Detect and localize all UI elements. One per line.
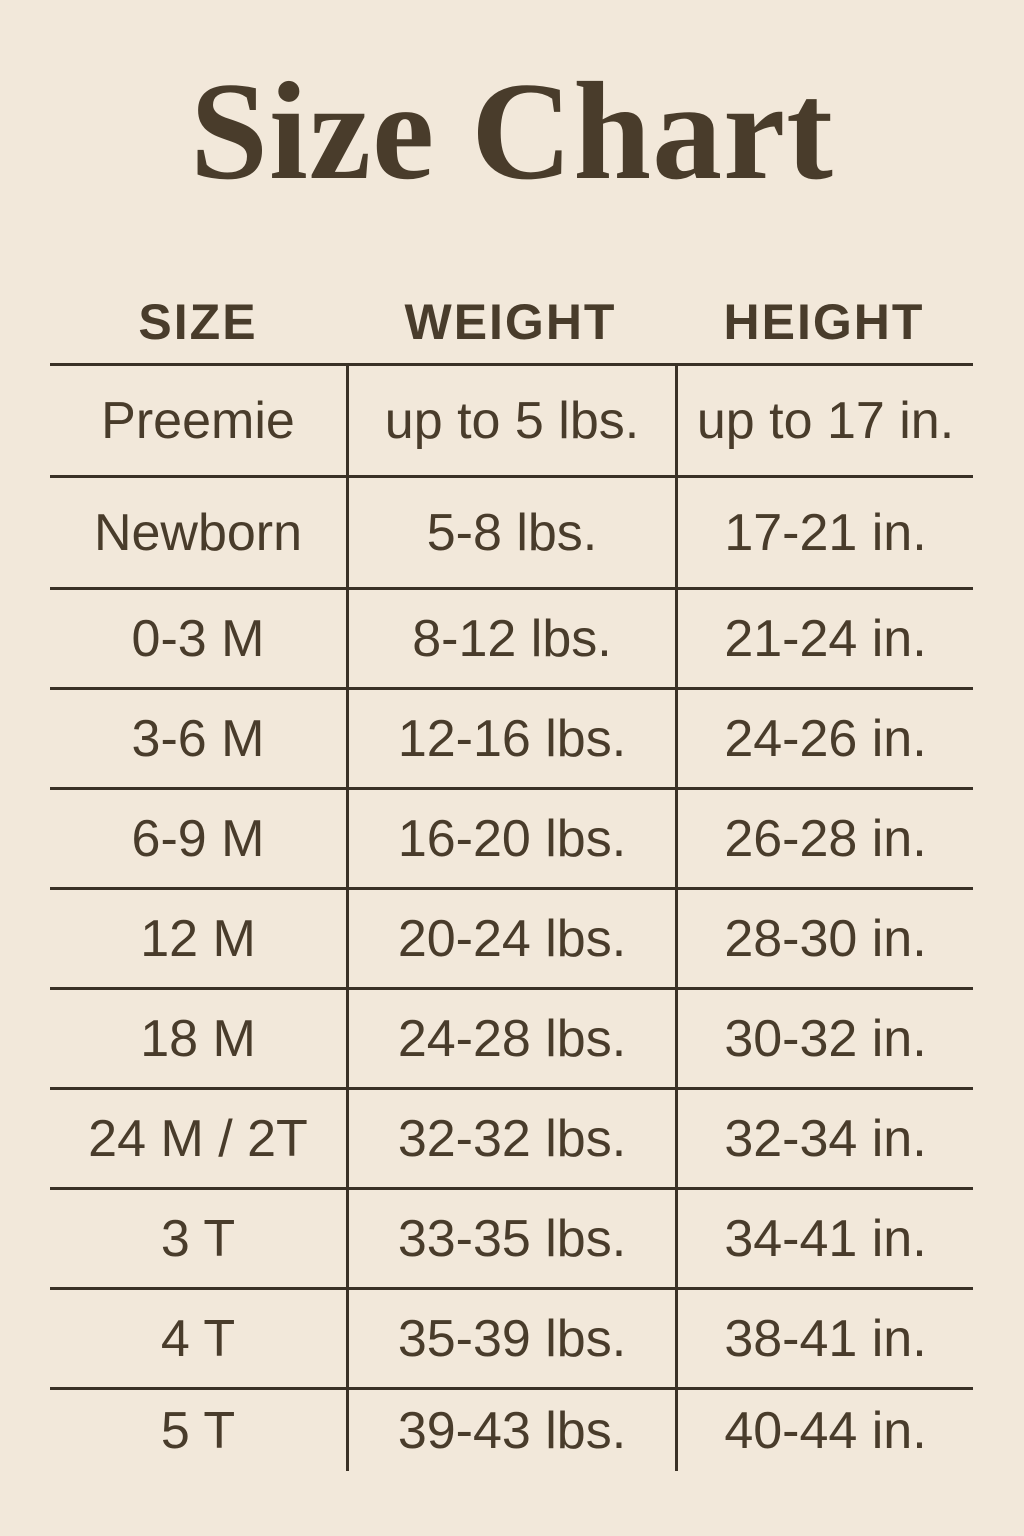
table-cell: 40-44 in. <box>675 1390 973 1471</box>
table-cell: 8-12 lbs. <box>346 590 675 687</box>
page-title: Size Chart <box>190 54 834 209</box>
table-cell: 38-41 in. <box>675 1290 973 1387</box>
table-cell: 26-28 in. <box>675 790 973 887</box>
table-cell: 5-8 lbs. <box>346 478 675 587</box>
column-header-size: SIZE <box>138 294 258 350</box>
table-cell: 5 T <box>160 1401 236 1460</box>
table-row: Newborn 5-8 lbs. 17-21 in. <box>50 475 973 587</box>
table-cell: 33-35 lbs. <box>346 1190 675 1287</box>
table-row: 3-6 M 12-16 lbs. 24-26 in. <box>50 687 973 787</box>
table-cell: 3-6 M <box>131 709 265 768</box>
table-cell: Preemie <box>101 391 295 450</box>
table-cell: 34-41 in. <box>675 1190 973 1287</box>
column-header-height: HEIGHT <box>723 294 925 350</box>
table-row: 5 T 39-43 lbs. 40-44 in. <box>50 1387 973 1471</box>
table-cell: 20-24 lbs. <box>346 890 675 987</box>
table-row: 12 M 20-24 lbs. 28-30 in. <box>50 887 973 987</box>
table-cell: up to 5 lbs. <box>346 366 675 475</box>
table-cell: 3 T <box>160 1209 236 1268</box>
size-table-body: Preemie up to 5 lbs. up to 17 in. Newborn 5-… <box>50 363 973 1471</box>
size-table: SIZE WEIGHT HEIGHT Preemie up to 5 lbs. up… <box>50 281 973 1471</box>
table-cell: 18 M <box>140 1009 256 1068</box>
table-cell: 12 M <box>140 909 256 968</box>
table-row: 24 M / 2T 32-32 lbs. 32-34 in. <box>50 1087 973 1187</box>
column-header-weight: WEIGHT <box>404 294 617 350</box>
table-cell: 24-28 lbs. <box>346 990 675 1087</box>
table-cell: up to 17 in. <box>675 366 973 475</box>
table-header-row: SIZE WEIGHT HEIGHT <box>50 281 973 363</box>
table-cell: 32-34 in. <box>675 1090 973 1187</box>
table-cell: 21-24 in. <box>675 590 973 687</box>
table-cell: 24 M / 2T <box>88 1109 308 1168</box>
table-cell: 12-16 lbs. <box>346 690 675 787</box>
table-cell: Newborn <box>93 503 303 562</box>
table-row: 4 T 35-39 lbs. 38-41 in. <box>50 1287 973 1387</box>
table-cell: 39-43 lbs. <box>346 1390 675 1471</box>
table-cell: 16-20 lbs. <box>346 790 675 887</box>
table-cell: 35-39 lbs. <box>346 1290 675 1387</box>
table-cell: 17-21 in. <box>675 478 973 587</box>
table-cell: 6-9 M <box>131 809 265 868</box>
table-cell: 4 T <box>160 1309 236 1368</box>
table-cell: 30-32 in. <box>675 990 973 1087</box>
table-cell: 28-30 in. <box>675 890 973 987</box>
table-row: 6-9 M 16-20 lbs. 26-28 in. <box>50 787 973 887</box>
table-row: 0-3 M 8-12 lbs. 21-24 in. <box>50 587 973 687</box>
table-row: 3 T 33-35 lbs. 34-41 in. <box>50 1187 973 1287</box>
table-row: Preemie up to 5 lbs. up to 17 in. <box>50 363 973 475</box>
table-cell: 24-26 in. <box>675 690 973 787</box>
table-cell: 0-3 M <box>131 609 265 668</box>
table-cell: 32-32 lbs. <box>346 1090 675 1187</box>
table-row: 18 M 24-28 lbs. 30-32 in. <box>50 987 973 1087</box>
